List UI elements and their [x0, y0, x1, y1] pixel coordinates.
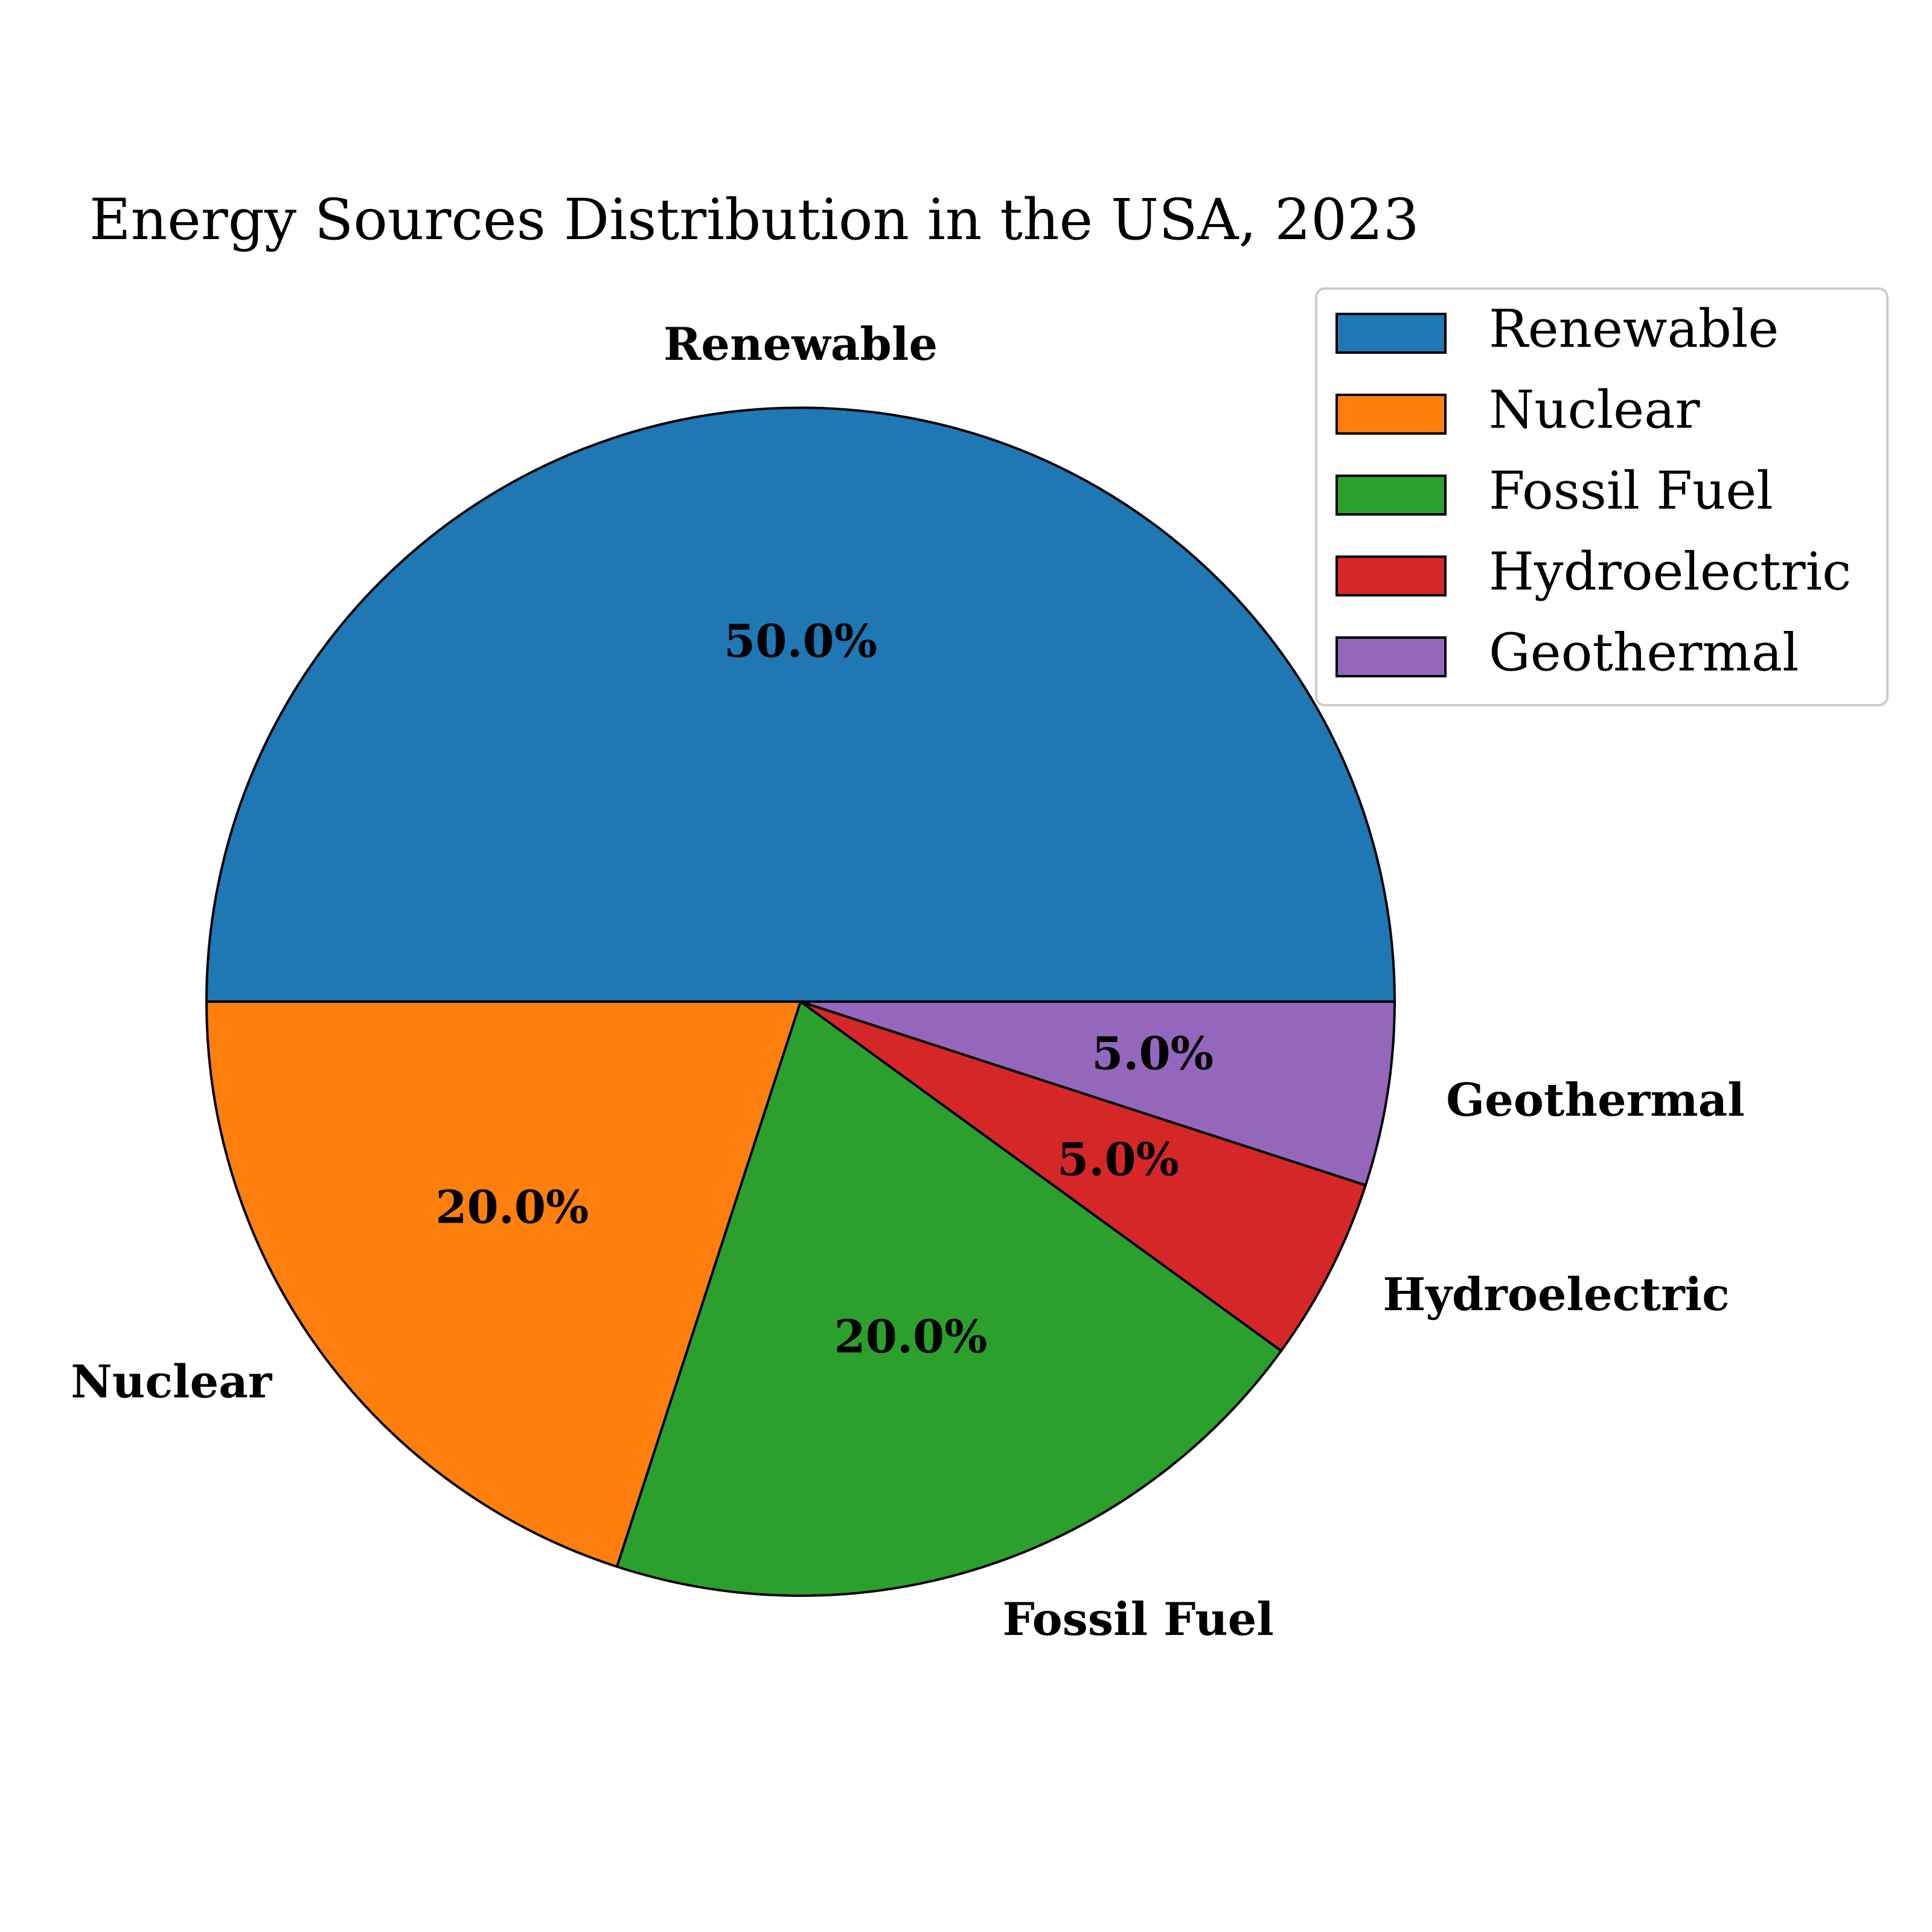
slice-labels: Renewable Nuclear Fossil Fuel Hydroelectric… — [71, 318, 1744, 1646]
legend-label-renewable: Renewable — [1489, 299, 1779, 360]
legend-label-hydroelectric: Hydroelectric — [1489, 542, 1851, 603]
percent-label-renewable: 50.0% — [724, 615, 877, 668]
pie-slice-nuclear — [205, 1000, 802, 1568]
legend-swatch-hydroelectric — [1335, 555, 1447, 597]
slice-label-geothermal: Geothermal — [1446, 1073, 1745, 1127]
percent-labels: 50.0% 20.0% 20.0% 5.0% 5.0% — [435, 615, 1214, 1363]
legend-label-nuclear: Nuclear — [1489, 380, 1700, 441]
pie-slice-renewable — [205, 406, 1396, 1003]
percent-label-fossil-fuel: 20.0% — [834, 1310, 987, 1363]
legend-frame — [1315, 287, 1889, 706]
slice-label-renewable: Renewable — [664, 318, 938, 371]
slice-label-hydroelectric: Hydroelectric — [1383, 1268, 1729, 1321]
legend-swatch-nuclear — [1335, 394, 1447, 435]
legend-items: Renewable Nuclear Fossil Fuel Hydroelectric… — [1335, 299, 1851, 683]
legend: Renewable Nuclear Fossil Fuel Hydroelectric… — [1315, 287, 1889, 706]
pie-slice-geothermal — [799, 1000, 1396, 1187]
percent-label-hydroelectric: 5.0% — [1057, 1133, 1179, 1186]
legend-swatch-geothermal — [1335, 636, 1447, 677]
pie-slice-hydroelectric — [799, 1000, 1367, 1352]
legend-label-geothermal: Geothermal — [1489, 623, 1799, 683]
percent-label-nuclear: 20.0% — [435, 1181, 589, 1234]
legend-label-fossil-fuel: Fossil Fuel — [1489, 461, 1773, 522]
percent-label-geothermal: 5.0% — [1092, 1027, 1214, 1080]
pie-slice-fossil-fuel — [615, 1000, 1283, 1597]
chart-title: Energy Sources Distribution in the USA, … — [89, 187, 1419, 253]
pie-slices — [205, 406, 1396, 1597]
slice-label-nuclear: Nuclear — [71, 1355, 273, 1409]
slice-label-fossil-fuel: Fossil Fuel — [1002, 1593, 1273, 1646]
legend-swatch-renewable — [1335, 313, 1447, 354]
legend-swatch-fossil-fuel — [1335, 475, 1447, 516]
